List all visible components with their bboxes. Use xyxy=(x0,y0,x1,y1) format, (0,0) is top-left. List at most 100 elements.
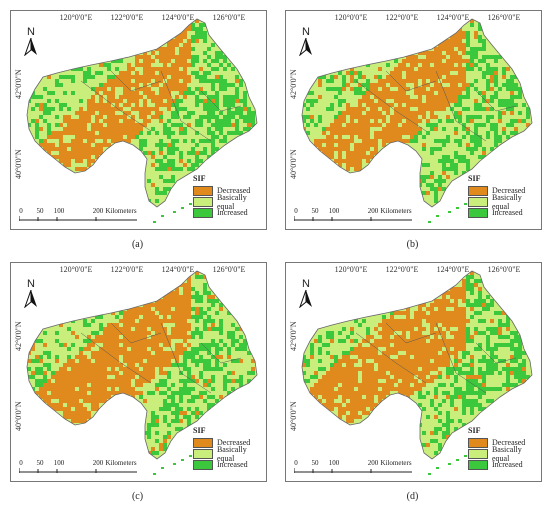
scale-tick-label: 0 xyxy=(294,207,298,215)
legend-label: Increased xyxy=(217,460,248,469)
city-boundary xyxy=(385,322,437,344)
latitude-tick-label: 40°0'0"N xyxy=(14,401,23,431)
panel-caption: (d) xyxy=(406,491,419,502)
longitude-tick-label: 122°0'0"E xyxy=(110,265,144,274)
longitude-tick-label: 122°0'0"E xyxy=(110,13,144,22)
island-mark xyxy=(181,459,184,461)
legend-title: SIF xyxy=(193,174,206,183)
city-boundary xyxy=(160,322,212,394)
longitude-tick-label: 122°0'0"E xyxy=(385,265,419,274)
map-panel-d: N SIF Decreased Basically equal Increased … xyxy=(285,262,542,507)
island-mark xyxy=(161,467,164,469)
legend-label: Decreased xyxy=(492,438,526,447)
latitude-tick-label: 42°0'0"N xyxy=(289,321,298,351)
north-arrow: N xyxy=(23,279,39,313)
legend-swatch xyxy=(193,448,213,459)
legend-title: SIF xyxy=(193,426,206,435)
liaoning-sif-map xyxy=(26,270,258,475)
scale-bar-graphic xyxy=(293,468,412,473)
city-boundary xyxy=(80,332,152,384)
city-boundary xyxy=(355,80,427,132)
longitude-tick-label: 124°0'0"E xyxy=(436,13,470,22)
legend-label: Decreased xyxy=(217,186,251,195)
north-label: N xyxy=(302,278,310,290)
panel-caption: (c) xyxy=(131,491,144,502)
province-boundary xyxy=(301,270,533,460)
legend: SIF Decreased Basically equal Increased xyxy=(193,174,266,218)
legend-item: Increased xyxy=(468,459,541,470)
scale-bar: 0 50 100 200 Kilometers xyxy=(293,207,414,224)
scale-tick-label: 100 xyxy=(328,207,340,215)
city-boundary xyxy=(385,70,437,92)
legend-label: Increased xyxy=(217,208,248,217)
longitude-tick-label: 120°0'0"E xyxy=(59,265,93,274)
map-panel-c: N SIF Decreased Basically equal Increased … xyxy=(10,262,267,507)
island-mark xyxy=(153,473,156,475)
scale-tick-label: 50 xyxy=(311,207,319,215)
legend-label: Basically equal xyxy=(491,192,522,211)
longitude-tick-label: 120°0'0"E xyxy=(334,13,368,22)
legend-swatch xyxy=(193,459,213,470)
legend-label: Decreased xyxy=(492,186,526,195)
scale-tick-label: 200 xyxy=(367,459,379,467)
panel-caption: (b) xyxy=(406,239,419,250)
legend-item: Increased xyxy=(193,207,266,218)
legend-swatch xyxy=(468,459,488,470)
north-arrow-icon xyxy=(298,37,312,57)
island-mark xyxy=(173,463,176,465)
latitude-tick-label: 40°0'0"N xyxy=(289,401,298,431)
scale-tick-label: 100 xyxy=(53,207,65,215)
longitude-tick-label: 126°0'0"E xyxy=(212,265,246,274)
legend-label: Basically equal xyxy=(216,444,247,463)
liaoning-sif-map xyxy=(301,18,533,223)
liaoning-sif-map xyxy=(26,18,258,223)
city-boundary xyxy=(160,70,212,142)
scale-unit-label: Kilometers xyxy=(105,459,137,467)
city-boundary xyxy=(475,342,517,364)
city-boundary xyxy=(355,332,427,384)
legend-swatch xyxy=(468,437,488,448)
north-arrow-icon xyxy=(298,289,312,309)
legend-swatch xyxy=(193,437,213,448)
north-arrow: N xyxy=(23,27,39,61)
legend-label: Basically equal xyxy=(491,444,522,463)
longitude-tick-label: 120°0'0"E xyxy=(59,13,93,22)
legend-label: Decreased xyxy=(217,438,251,447)
city-boundary xyxy=(80,80,152,132)
island-mark xyxy=(153,221,156,223)
city-boundary xyxy=(435,322,487,394)
latitude-tick-label: 42°0'0"N xyxy=(289,69,298,99)
province-boundary xyxy=(26,18,258,208)
scale-bar-graphic xyxy=(18,216,137,221)
city-boundary xyxy=(200,90,242,112)
legend-swatch xyxy=(468,207,488,218)
liaoning-sif-map xyxy=(301,270,533,475)
scale-tick-label: 200 xyxy=(92,207,104,215)
legend: SIF Decreased Basically equal Increased xyxy=(193,426,266,470)
longitude-tick-label: 126°0'0"E xyxy=(212,13,246,22)
island-mark xyxy=(464,203,467,205)
city-boundary xyxy=(200,342,242,364)
island-mark xyxy=(448,211,451,213)
north-label: N xyxy=(27,26,35,38)
sif-raster xyxy=(27,271,257,459)
legend: SIF Decreased Basically equal Increased xyxy=(468,426,541,470)
legend-swatch xyxy=(468,185,488,196)
island-mark xyxy=(436,215,439,217)
longitude-tick-label: 124°0'0"E xyxy=(161,265,195,274)
island-mark xyxy=(436,467,439,469)
scale-tick-label: 0 xyxy=(19,207,23,215)
island-mark xyxy=(181,207,184,209)
legend-item: Increased xyxy=(468,207,541,218)
north-arrow: N xyxy=(298,27,314,61)
scale-tick-label: 50 xyxy=(36,459,44,467)
city-boundary xyxy=(475,90,517,112)
scale-tick-label: 50 xyxy=(36,207,44,215)
map-panel-a: N SIF Decreased Basically equal Increased … xyxy=(10,10,267,255)
scale-tick-label: 0 xyxy=(19,459,23,467)
island-mark xyxy=(161,215,164,217)
north-arrow-icon xyxy=(23,37,37,57)
north-arrow: N xyxy=(298,279,314,313)
longitude-tick-label: 124°0'0"E xyxy=(161,13,195,22)
legend-item: Decreased xyxy=(193,437,266,448)
